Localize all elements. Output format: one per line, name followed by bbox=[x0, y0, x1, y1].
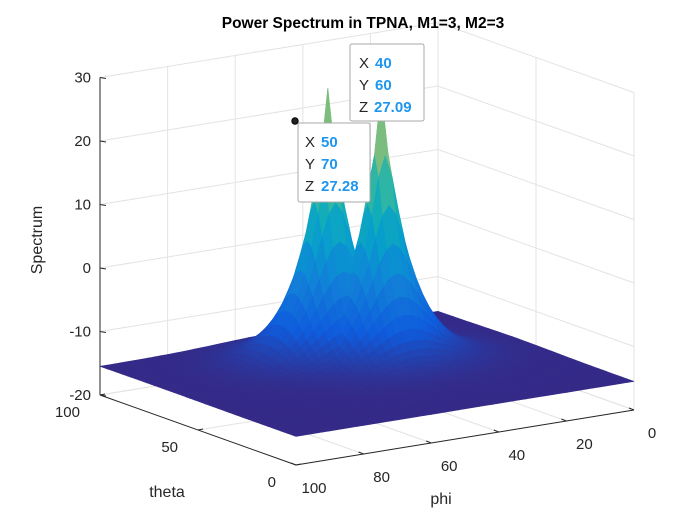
y-tick-mark bbox=[197, 428, 204, 431]
datatip-2-y-value: 70 bbox=[321, 156, 338, 173]
z-tick-label: 10 bbox=[74, 197, 91, 214]
x-tick-mark bbox=[426, 440, 432, 444]
z-axis-label: Spectrum bbox=[29, 206, 46, 274]
y-tick-label: 100 bbox=[55, 404, 80, 421]
datatip-2-x-value: 50 bbox=[321, 134, 338, 151]
datatip-2-y-key: Y bbox=[305, 156, 315, 173]
y-tick-label: 50 bbox=[161, 439, 178, 456]
z-tick-mark bbox=[99, 77, 107, 79]
z-tick-label: 20 bbox=[74, 133, 91, 150]
datatip-2-x-key: X bbox=[305, 134, 315, 151]
datatip-1-x-key: X bbox=[359, 55, 369, 72]
z-tick-mark bbox=[99, 140, 107, 143]
x-tick-label: 80 bbox=[373, 469, 390, 486]
z-tick-mark bbox=[99, 331, 107, 333]
axes bbox=[99, 77, 635, 466]
datatip-marker[interactable] bbox=[291, 117, 299, 125]
x-tick-mark bbox=[358, 451, 364, 455]
z-tick-mark bbox=[99, 204, 107, 206]
z-tick-label: -10 bbox=[69, 324, 91, 341]
z-tick-mark bbox=[99, 267, 107, 270]
x-tick-label: 20 bbox=[576, 436, 593, 453]
datatip-2-z-value: 27.28 bbox=[321, 178, 359, 195]
datatip-2[interactable]: X 50 Y 70 Z 27.28 bbox=[297, 122, 371, 203]
surface-patch bbox=[290, 433, 303, 437]
x-tick-mark bbox=[561, 418, 567, 422]
x-tick-label: 40 bbox=[508, 447, 525, 464]
datatip-1-y-key: Y bbox=[359, 77, 369, 94]
z-tick-label: -20 bbox=[69, 387, 91, 404]
datatip-1-z-key: Z bbox=[359, 99, 368, 116]
datatip-1[interactable]: X 40 Y 60 Z 27.09 bbox=[349, 43, 425, 122]
datatip-1-z-value: 27.09 bbox=[374, 99, 412, 116]
x-tick-mark bbox=[493, 429, 499, 433]
datatip-1-y-value: 60 bbox=[375, 77, 392, 94]
chart-title: Power Spectrum in TPNA, M1=3, M2=3 bbox=[222, 15, 505, 32]
z-tick-label: 0 bbox=[83, 260, 91, 277]
datatip-1-x-value: 40 bbox=[375, 55, 392, 72]
y-axis-label: theta bbox=[149, 484, 185, 501]
z-tick-mark bbox=[99, 394, 107, 397]
datatip-1-box bbox=[349, 43, 425, 122]
y-tick-label: 0 bbox=[268, 474, 276, 491]
x-tick-label: 60 bbox=[441, 458, 458, 475]
x-axis-label: phi bbox=[430, 491, 451, 508]
x-tick-label: 0 bbox=[648, 425, 656, 442]
datatips[interactable]: X 40 Y 60 Z 27.09 X 50 Y 70 Z 27.28 bbox=[291, 43, 425, 203]
datatip-2-box bbox=[297, 122, 371, 203]
y-tick-mark bbox=[295, 463, 302, 466]
z-tick-label: 30 bbox=[74, 70, 91, 87]
x-tick-label: 100 bbox=[301, 480, 326, 497]
datatip-2-z-key: Z bbox=[305, 178, 314, 195]
x-tick-mark bbox=[290, 462, 297, 466]
x-axis-line bbox=[295, 409, 635, 466]
x-tick-mark bbox=[628, 407, 635, 411]
